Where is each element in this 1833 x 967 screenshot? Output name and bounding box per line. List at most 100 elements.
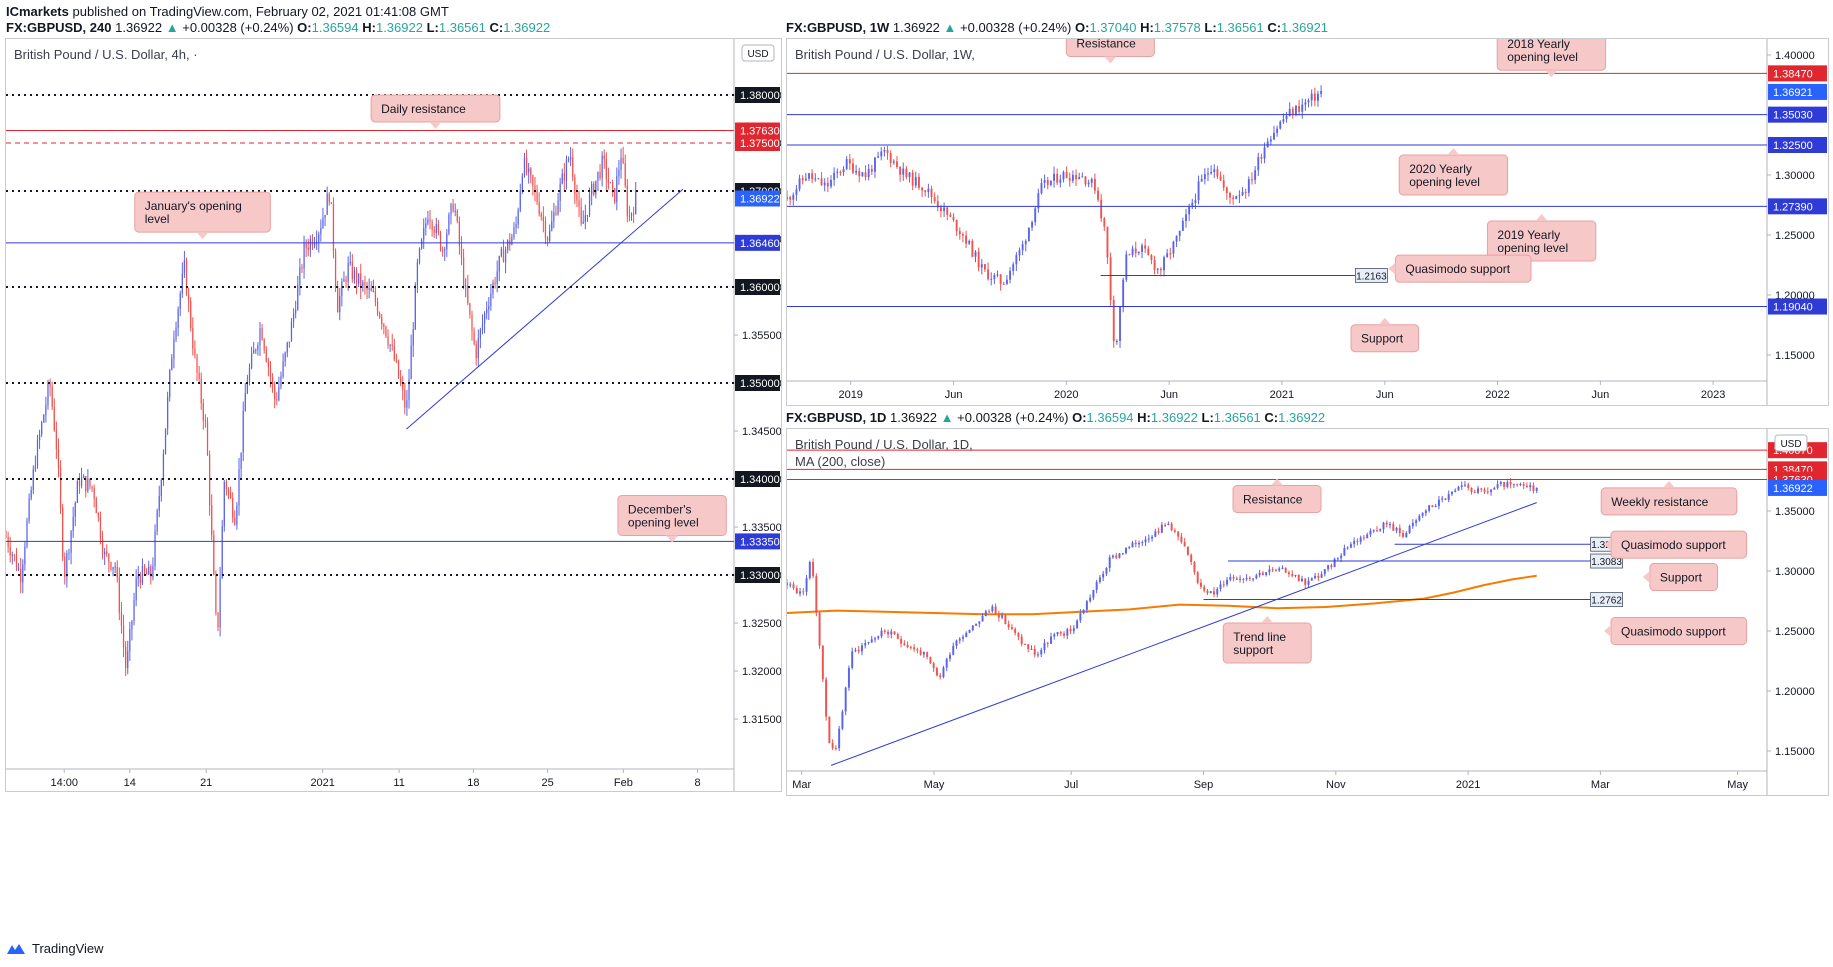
candle-body <box>887 631 890 635</box>
candle-body <box>867 168 870 178</box>
candle-body <box>924 190 927 193</box>
level-price-tag <box>735 234 780 251</box>
candle-body <box>1313 93 1316 101</box>
candle-body <box>1203 174 1206 179</box>
candle-body <box>28 498 30 521</box>
candle-body <box>177 309 179 328</box>
candle-body <box>922 652 925 655</box>
candle-body <box>900 638 903 644</box>
candle-body <box>519 190 521 211</box>
candle-body <box>838 728 841 749</box>
indicator-legend: MA (200, close) <box>795 454 886 469</box>
x-tick-label: 2021 <box>1456 779 1480 791</box>
candle-body <box>994 606 997 614</box>
candle-body <box>839 171 842 173</box>
candle-body <box>486 309 488 314</box>
x-tick-label: Feb <box>614 777 633 789</box>
callout-text: Resistance <box>1076 39 1136 51</box>
candle-body <box>456 210 458 222</box>
candle-body <box>1111 555 1114 558</box>
candle-body <box>43 415 45 423</box>
candle-body <box>952 216 955 220</box>
candle-body <box>1467 484 1470 489</box>
chart-panel-weekly[interactable]: 1.150001.200001.250001.300001.350001.400… <box>786 38 1829 406</box>
candle-body <box>622 157 624 164</box>
candle-body <box>1366 534 1369 539</box>
candle-body <box>1251 179 1253 181</box>
candle-body <box>1284 567 1287 573</box>
candle-body <box>477 338 479 359</box>
candle-body <box>1056 173 1059 183</box>
chart-4h-svg[interactable]: 1.31500 1.32000 1.32500 1.33000 1.33500 1.340… <box>6 39 781 791</box>
chart-daily-svg[interactable]: 1.150001.200001.250001.300001.350001.400… <box>787 429 1828 795</box>
candle-body <box>1207 173 1209 175</box>
candle-body <box>1336 558 1339 560</box>
candle-body <box>1229 193 1231 198</box>
candle-body <box>811 173 814 180</box>
candle-body <box>570 157 572 160</box>
candle-body <box>1199 582 1202 587</box>
candle-body <box>591 183 593 195</box>
candle-body <box>1295 106 1297 115</box>
x-tick-label: May <box>1727 779 1748 791</box>
candle-body <box>20 568 22 583</box>
candle-body <box>1535 487 1538 491</box>
candle-body <box>523 157 526 176</box>
candle-body <box>1353 540 1356 545</box>
callout-text: Daily resistance <box>381 102 466 116</box>
candle-body <box>1297 574 1300 582</box>
candle-body <box>343 279 345 282</box>
high-value: 1.36922 <box>375 20 423 35</box>
candle-body <box>814 178 817 180</box>
candle-body <box>1087 182 1090 185</box>
candle-body <box>1167 523 1170 525</box>
candle-body <box>444 249 446 251</box>
up-arrow-icon: ▲ <box>165 20 179 35</box>
candle-body <box>125 646 127 668</box>
candle-body <box>1005 279 1008 285</box>
chart-panel-daily[interactable]: 1.150001.200001.250001.300001.350001.400… <box>786 428 1829 796</box>
candle-body <box>1503 482 1506 487</box>
candle-body <box>1098 577 1101 582</box>
candle-body <box>1512 483 1515 485</box>
chart-weekly-svg[interactable]: 1.150001.200001.250001.300001.350001.400… <box>787 39 1828 405</box>
candle-body <box>1181 220 1184 231</box>
candle-body <box>932 663 935 669</box>
short-level-label: 1.2762 <box>1591 596 1622 607</box>
candle-body <box>364 282 366 286</box>
level-price-tag-text: 1.19040 <box>1773 302 1813 314</box>
level-price-tag <box>735 567 780 583</box>
candle-body <box>454 210 456 212</box>
candle-body <box>387 336 389 346</box>
candle-body <box>1030 648 1033 650</box>
candle-body <box>1072 628 1075 632</box>
callout-text: opening level <box>1497 241 1568 255</box>
candle-body <box>313 242 316 246</box>
candle-body <box>1012 264 1015 271</box>
callout-text: 2018 Yearly <box>1507 39 1570 51</box>
candle-body <box>559 183 561 201</box>
candle-body <box>1191 202 1194 207</box>
candle-body <box>1222 180 1225 188</box>
tradingview-footer[interactable]: TradingView <box>6 941 104 956</box>
candle-body <box>49 383 51 387</box>
callout-pointer <box>1663 480 1675 488</box>
candle-body <box>1398 527 1401 534</box>
publisher-name[interactable]: ICmarkets <box>6 4 69 19</box>
candle-body <box>399 377 402 384</box>
chart-panel-4h[interactable]: 1.31500 1.32000 1.32500 1.33000 1.33500 1.340… <box>5 38 782 792</box>
candle-body <box>408 379 410 401</box>
candle-body <box>26 520 28 547</box>
candle-body <box>883 149 886 152</box>
candle-body <box>971 625 974 630</box>
x-tick-label: Jun <box>1160 389 1178 401</box>
candle-body <box>848 159 851 164</box>
candle-body <box>255 349 257 351</box>
candle-body <box>143 565 146 572</box>
candle-body <box>1017 632 1020 637</box>
candle-body <box>341 281 343 297</box>
candle-body <box>404 390 406 408</box>
candles-group <box>787 85 1323 348</box>
candle-body <box>795 588 798 594</box>
candle-body <box>946 207 949 215</box>
